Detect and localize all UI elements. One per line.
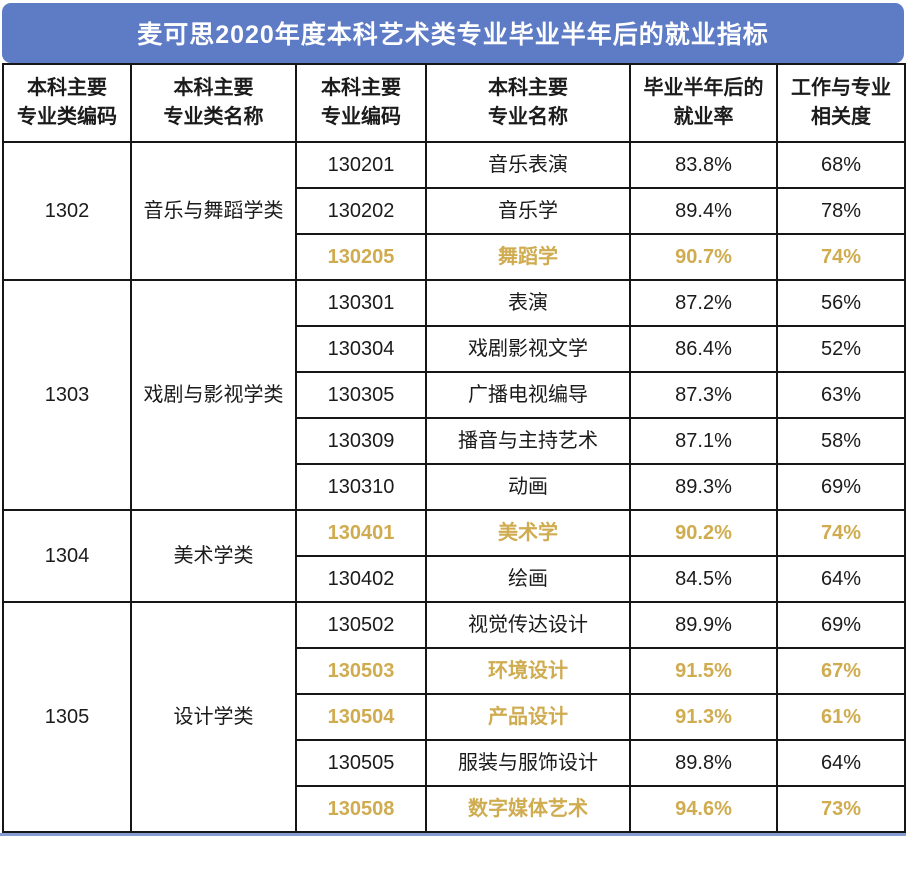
major-name-cell: 播音与主持艺术 — [425, 417, 631, 465]
employment-rate-cell: 91.5% — [629, 647, 778, 695]
table-row: 130305 广播电视编导 87.3% 63% — [3, 371, 906, 419]
table-row: 1304 美术学类 130401 美术学 90.2% 74% — [2, 509, 906, 603]
employment-rate-cell: 89.4% — [629, 187, 778, 235]
table-row: 130402 绘画 84.5% 64% — [3, 555, 906, 603]
relevance-cell: 56% — [776, 279, 906, 327]
major-code-cell: 130505 — [295, 739, 427, 787]
category-code-cell: 1305 — [2, 601, 132, 833]
employment-rate-cell: 90.2% — [629, 509, 778, 557]
category-name-cell: 音乐与舞蹈学类 — [130, 141, 297, 281]
employment-rate-cell: 87.2% — [629, 279, 778, 327]
major-name-cell: 服装与服饰设计 — [425, 739, 631, 787]
employment-table: 本科主要 专业类编码 本科主要 专业类名称 本科主要 专业编码 本科主要 专业名… — [2, 63, 906, 833]
major-code-cell: 130201 — [295, 141, 427, 189]
major-code-cell: 130310 — [295, 463, 427, 511]
relevance-cell: 74% — [776, 233, 906, 281]
relevance-cell: 63% — [776, 371, 906, 419]
major-name-cell: 视觉传达设计 — [425, 601, 631, 649]
page-title: 麦可思2020年度本科艺术类专业毕业半年后的就业指标 — [137, 21, 769, 49]
major-name-cell: 舞蹈学 — [425, 233, 631, 281]
relevance-cell: 68% — [776, 141, 906, 189]
table-header: 本科主要 专业类编码 本科主要 专业类名称 本科主要 专业编码 本科主要 专业名… — [2, 63, 906, 143]
relevance-cell: 78% — [776, 187, 906, 235]
category-name-cell: 设计学类 — [130, 601, 297, 833]
table-row: 130205 舞蹈学 90.7% 74% — [3, 233, 906, 281]
employment-rate-cell: 87.3% — [629, 371, 778, 419]
major-name-cell: 产品设计 — [425, 693, 631, 741]
table-row: 130503 环境设计 91.5% 67% — [3, 647, 906, 695]
table-row: 130505 服装与服饰设计 89.8% 64% — [3, 739, 906, 787]
major-code-cell: 130401 — [295, 509, 427, 557]
relevance-cell: 69% — [776, 601, 906, 649]
header-row: 本科主要 专业类编码 本科主要 专业类名称 本科主要 专业编码 本科主要 专业名… — [2, 63, 906, 143]
employment-rate-cell: 89.8% — [629, 739, 778, 787]
col-header-category-name: 本科主要 专业类名称 — [130, 63, 297, 143]
major-name-cell: 音乐学 — [425, 187, 631, 235]
major-code-cell: 130309 — [295, 417, 427, 465]
employment-rate-cell: 91.3% — [629, 693, 778, 741]
relevance-cell: 52% — [776, 325, 906, 373]
relevance-cell: 67% — [776, 647, 906, 695]
major-code-cell: 130301 — [295, 279, 427, 327]
employment-rate-cell: 89.9% — [629, 601, 778, 649]
major-code-cell: 130508 — [295, 785, 427, 833]
employment-rate-cell: 89.3% — [629, 463, 778, 511]
col-header-relevance: 工作与专业 相关度 — [776, 63, 906, 143]
table-row: 130310 动画 89.3% 69% — [3, 463, 906, 511]
major-code-cell: 130502 — [295, 601, 427, 649]
employment-rate-cell: 90.7% — [629, 233, 778, 281]
col-header-employment-rate: 毕业半年后的 就业率 — [629, 63, 778, 143]
relevance-cell: 73% — [776, 785, 906, 833]
relevance-cell: 64% — [776, 739, 906, 787]
major-code-cell: 130202 — [295, 187, 427, 235]
category-code-cell: 1304 — [2, 509, 132, 603]
major-name-cell: 绘画 — [425, 555, 631, 603]
major-name-cell: 音乐表演 — [425, 141, 631, 189]
relevance-cell: 69% — [776, 463, 906, 511]
relevance-cell: 64% — [776, 555, 906, 603]
table-row: 130202 音乐学 89.4% 78% — [3, 187, 906, 235]
major-code-cell: 130304 — [295, 325, 427, 373]
employment-rate-cell: 86.4% — [629, 325, 778, 373]
major-code-cell: 130503 — [295, 647, 427, 695]
bottom-accent-strip — [0, 833, 906, 836]
category-code-cell: 1303 — [2, 279, 132, 511]
major-name-cell: 表演 — [425, 279, 631, 327]
employment-rate-cell: 84.5% — [629, 555, 778, 603]
page: 麦可思2020年度本科艺术类专业毕业半年后的就业指标 本科主要 专业类编码 本科… — [0, 3, 906, 896]
relevance-cell: 74% — [776, 509, 906, 557]
table-row: 1302 音乐与舞蹈学类 130201 音乐表演 83.8% 68% — [2, 141, 906, 281]
relevance-cell: 58% — [776, 417, 906, 465]
col-header-major-code: 本科主要 专业编码 — [295, 63, 427, 143]
table-row: 130304 戏剧影视文学 86.4% 52% — [3, 325, 906, 373]
major-name-cell: 动画 — [425, 463, 631, 511]
employment-rate-cell: 87.1% — [629, 417, 778, 465]
col-header-category-code: 本科主要 专业类编码 — [2, 63, 132, 143]
major-code-cell: 130205 — [295, 233, 427, 281]
table-row: 130309 播音与主持艺术 87.1% 58% — [3, 417, 906, 465]
table-row: 130508 数字媒体艺术 94.6% 73% — [3, 785, 906, 833]
table-row: 130504 产品设计 91.3% 61% — [3, 693, 906, 741]
major-code-cell: 130305 — [295, 371, 427, 419]
major-name-cell: 环境设计 — [425, 647, 631, 695]
major-name-cell: 数字媒体艺术 — [425, 785, 631, 833]
category-code-cell: 1302 — [2, 141, 132, 281]
major-code-cell: 130504 — [295, 693, 427, 741]
major-code-cell: 130402 — [295, 555, 427, 603]
employment-rate-cell: 83.8% — [629, 141, 778, 189]
major-name-cell: 戏剧影视文学 — [425, 325, 631, 373]
major-name-cell: 美术学 — [425, 509, 631, 557]
table-row: 1305 设计学类 130502 视觉传达设计 89.9% 69% — [2, 601, 906, 833]
col-header-major-name: 本科主要 专业名称 — [425, 63, 631, 143]
table-body: 1302 音乐与舞蹈学类 130201 音乐表演 83.8% 68% 130202 音乐学 89… — [2, 141, 906, 833]
major-name-cell: 广播电视编导 — [425, 371, 631, 419]
category-name-cell: 戏剧与影视学类 — [130, 279, 297, 511]
title-bar: 麦可思2020年度本科艺术类专业毕业半年后的就业指标 — [2, 3, 904, 63]
relevance-cell: 61% — [776, 693, 906, 741]
table-row: 1303 戏剧与影视学类 130301 表演 87.2% 56% — [2, 279, 906, 511]
category-name-cell: 美术学类 — [130, 509, 297, 603]
employment-rate-cell: 94.6% — [629, 785, 778, 833]
